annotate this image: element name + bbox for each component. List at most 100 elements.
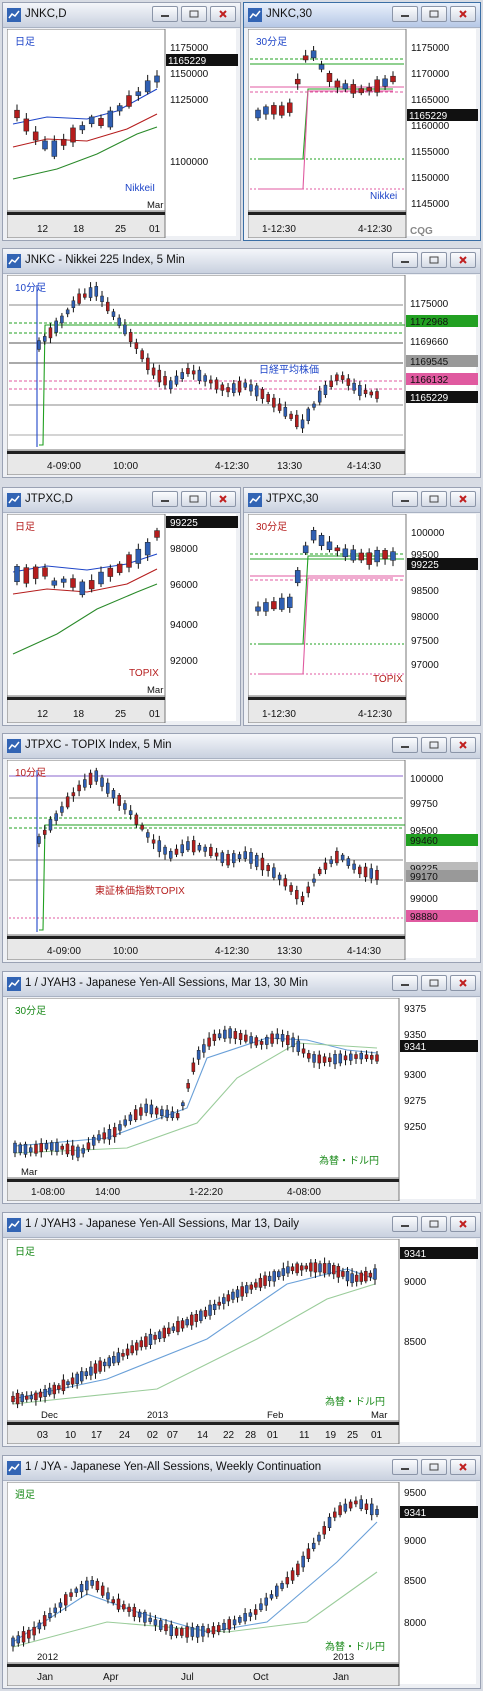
candle (338, 1053, 343, 1064)
window-title: JNKC - Nikkei 225 Index, 5 Min (25, 254, 185, 266)
chart-area[interactable]: 100000 99500 99225 98500 98000 97500 97000 1-12… (248, 514, 478, 723)
candle (47, 1387, 52, 1395)
chart-window-jya-weekly[interactable]: 1 / JYA - Japanese Yen-All Sessions, Wee… (2, 1455, 481, 1689)
x-tick-label: 1-12:30 (262, 224, 296, 235)
minimize-button[interactable] (392, 737, 418, 753)
chart-window-jnkc-30min[interactable]: JNKC,30 1175000 1170000 1165000 1160000 1155… (243, 2, 481, 241)
close-button[interactable] (450, 491, 476, 507)
candle (354, 1500, 358, 1505)
restore-button[interactable] (421, 1459, 447, 1475)
chart-window-topix-5min[interactable]: JTPXC - TOPIX Index, 5 Min 100000 99750 99… (2, 733, 481, 963)
candle (169, 1624, 174, 1636)
window-titlebar[interactable]: JTPXC - TOPIX Index, 5 Min (3, 734, 480, 759)
minimize-button[interactable] (392, 975, 418, 991)
chart-window-topix-daily[interactable]: JTPXC,D 99225 98000 96000 94000 92000 12 18 25 0… (2, 487, 241, 726)
window-titlebar[interactable]: JNKC - Nikkei 225 Index, 5 Min (3, 249, 480, 274)
candle (259, 1041, 264, 1045)
x-tick-label: 24 (119, 1430, 131, 1441)
chart-area[interactable]: 100000 99750 99500 99460 99225 99170 99000 9888… (7, 760, 478, 960)
restore-button[interactable] (421, 1216, 447, 1232)
close-button[interactable] (450, 737, 476, 753)
chart-area[interactable]: 1175000 1170000 1165000 1160000 1155000 11500… (248, 29, 478, 238)
x-axis-strip (7, 695, 166, 723)
candle (309, 1262, 313, 1272)
y-tick-label: 1145000 (411, 199, 450, 210)
chart-area[interactable]: 9500 9341 9000 8500 8000 Jan Apr Jul Oct Jan 2012 2… (7, 1482, 478, 1686)
candle (263, 106, 269, 115)
chart-area[interactable]: 1175000 1172968 1169660 1169545 1166132 11652… (7, 275, 478, 475)
minimize-icon (401, 1225, 409, 1227)
close-button[interactable] (450, 1459, 476, 1475)
candle (333, 1054, 337, 1065)
minimize-button[interactable] (152, 6, 178, 22)
chart-window-jyah3-30min[interactable]: 1 / JYAH3 - Japanese Yen-All Sessions, M… (2, 971, 481, 1204)
candle (310, 50, 317, 59)
x-axis-strip (7, 210, 166, 238)
restore-button[interactable] (181, 6, 207, 22)
minimize-button[interactable] (392, 491, 418, 507)
restore-button[interactable] (421, 737, 447, 753)
candle (265, 1036, 269, 1045)
candle (290, 1570, 295, 1581)
close-button[interactable] (450, 975, 476, 991)
minimize-button[interactable] (392, 1216, 418, 1232)
restore-button[interactable] (421, 252, 447, 268)
period-label: 日足 (15, 521, 35, 533)
time-scale-bar (7, 1179, 399, 1182)
window-titlebar[interactable]: JNKC,30 (244, 3, 480, 28)
candle (322, 1526, 326, 1535)
candle (382, 550, 388, 560)
chart-svg: 1175000 1172968 1169660 1169545 1166132 11652… (7, 275, 478, 475)
candle (348, 1501, 353, 1509)
candle (112, 1127, 117, 1138)
candle (237, 854, 242, 859)
restore-button[interactable] (421, 491, 447, 507)
window-titlebar[interactable]: JTPXC,30 (244, 488, 480, 513)
candle (38, 1391, 43, 1398)
candle (144, 80, 151, 93)
minimize-button[interactable] (392, 252, 418, 268)
y-tick-label: 9000 (404, 1277, 427, 1288)
candle (243, 382, 247, 388)
window-titlebar[interactable]: 1 / JYAH3 - Japanese Yen-All Sessions, M… (3, 972, 480, 997)
candle (373, 1268, 377, 1280)
restore-button[interactable] (421, 6, 447, 22)
chart-window-topix-30min[interactable]: JTPXC,30 100000 99500 99225 98500 98000 97500… (243, 487, 481, 726)
candle (180, 1628, 184, 1636)
window-titlebar[interactable]: JNKC,D (3, 3, 240, 28)
minimize-button[interactable] (152, 491, 178, 507)
window-title: JTPXC - TOPIX Index, 5 Min (25, 739, 172, 751)
chart-window-nikkei-5min[interactable]: JNKC - Nikkei 225 Index, 5 Min 1175000 11… (2, 248, 481, 478)
close-button[interactable] (450, 6, 476, 22)
candle (48, 819, 53, 831)
candle (271, 105, 277, 115)
restore-button[interactable] (181, 491, 207, 507)
close-button[interactable] (210, 491, 236, 507)
close-icon (459, 741, 467, 749)
chart-area[interactable]: 1175000 1150000 1125000 1100000 12 18 25 01 Mar 日… (7, 29, 238, 238)
candle (127, 1606, 131, 1612)
candle (226, 1294, 231, 1302)
candle (294, 78, 301, 85)
moving-average-line (12, 1571, 378, 1648)
close-icon (459, 1463, 467, 1471)
close-button[interactable] (450, 252, 476, 268)
minimize-button[interactable] (392, 1459, 418, 1475)
candle (243, 851, 247, 859)
close-button[interactable] (450, 1216, 476, 1232)
chart-area[interactable]: 99225 98000 96000 94000 92000 12 18 25 01 Mar 日足 TO… (7, 514, 238, 723)
candle (345, 1271, 350, 1282)
minimize-button[interactable] (392, 6, 418, 22)
close-button[interactable] (210, 6, 236, 22)
restore-button[interactable] (421, 975, 447, 991)
window-titlebar[interactable]: 1 / JYA - Japanese Yen-All Sessions, Wee… (3, 1456, 480, 1481)
chart-area[interactable]: 9341 9000 8500 03 10 17 24 02 07 14 22 28 01 11 19 25 01… (7, 1239, 478, 1444)
window-titlebar[interactable]: 1 / JYAH3 - Japanese Yen-All Sessions, M… (3, 1213, 480, 1238)
candle (175, 1113, 180, 1119)
chart-area[interactable]: 9375 9350 9341 9300 9275 9250 1-08:00 14:00 1-22… (7, 998, 478, 1201)
chart-window-jnkc-daily[interactable]: JNKC,D 1175000 1150000 1125000 1100000 12 18 2… (2, 2, 241, 241)
window-titlebar[interactable]: JTPXC,D (3, 488, 240, 513)
chart-window-jyah3-daily[interactable]: 1 / JYAH3 - Japanese Yen-All Sessions, M… (2, 1212, 481, 1447)
candle (186, 1083, 190, 1089)
